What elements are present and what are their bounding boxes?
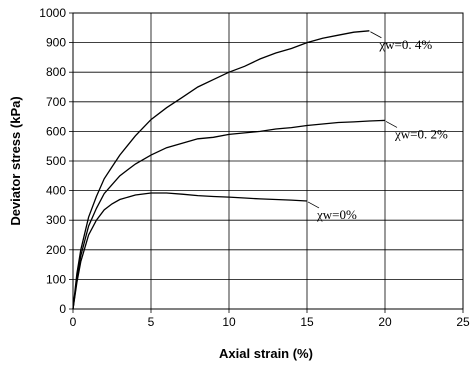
series-lines: [72, 30, 386, 310]
y-tick-label: 400: [46, 184, 66, 198]
series-labels: χw=0. 4% χw=0. 2% χw=0%: [307, 31, 448, 222]
x-tick-label: 25: [456, 315, 470, 329]
y-tick-labels: 0 100 200 300 400 500 600 700 800 900 1000: [39, 6, 66, 316]
series-line-1: [72, 119, 386, 310]
gridlines: [69, 12, 464, 313]
plot-frame: [72, 12, 464, 310]
x-tick-label: 5: [148, 315, 155, 329]
y-tick-label: 0: [59, 302, 66, 316]
y-tick-label: 800: [46, 65, 66, 79]
x-axis-title: Axial strain (%): [219, 346, 313, 361]
y-tick-label: 200: [46, 243, 66, 257]
series-line-2: [72, 192, 308, 310]
x-tick-label: 0: [70, 315, 77, 329]
y-tick-label: 100: [46, 272, 66, 286]
series-label-leader-1: [385, 121, 398, 128]
y-tick-label: 1000: [39, 6, 66, 20]
series-label-2: χw=0%: [316, 207, 357, 222]
y-axis-title: Deviator stress (kPa): [8, 96, 23, 225]
series-label-leader-2: [307, 201, 320, 209]
y-tick-label: 300: [46, 213, 66, 227]
series-line-0: [72, 30, 370, 310]
y-tick-label: 600: [46, 124, 66, 138]
x-tick-label: 10: [222, 315, 236, 329]
series-label-0: χw=0. 4%: [378, 37, 432, 52]
x-tick-label: 15: [300, 315, 314, 329]
y-tick-label: 900: [46, 36, 66, 50]
x-tick-labels: 0 5 10 15 20 25: [70, 315, 470, 329]
y-tick-label: 700: [46, 95, 66, 109]
y-tick-label: 500: [46, 154, 66, 168]
series-label-leader-0: [370, 31, 382, 39]
series-label-1: χw=0. 2%: [394, 126, 448, 141]
x-tick-label: 20: [378, 315, 392, 329]
